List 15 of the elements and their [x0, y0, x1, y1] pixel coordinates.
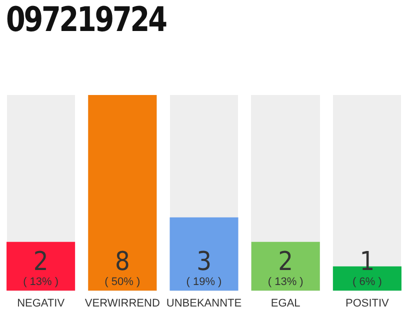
chart-title: 097219724 [6, 0, 166, 40]
x-tick-label: UNBEKANNTE [166, 297, 242, 310]
data-label: 2 [33, 246, 48, 277]
annotation: ( 19% ) [186, 276, 222, 288]
annotation: ( 6% ) [352, 276, 382, 288]
data-label: 3 [196, 246, 212, 277]
annotation: ( 13% ) [23, 276, 59, 288]
data-label: 8 [114, 246, 130, 277]
data-label: 2 [278, 246, 294, 277]
x-tick-label: VERWIRREND [84, 297, 160, 310]
annotation: ( 13% ) [268, 276, 304, 288]
annotation: ( 50% ) [104, 276, 140, 288]
x-tick-label: EGAL [270, 297, 300, 310]
x-tick-label: POSITIV [345, 297, 390, 310]
x-tick-label: NEGATIV [17, 297, 66, 310]
